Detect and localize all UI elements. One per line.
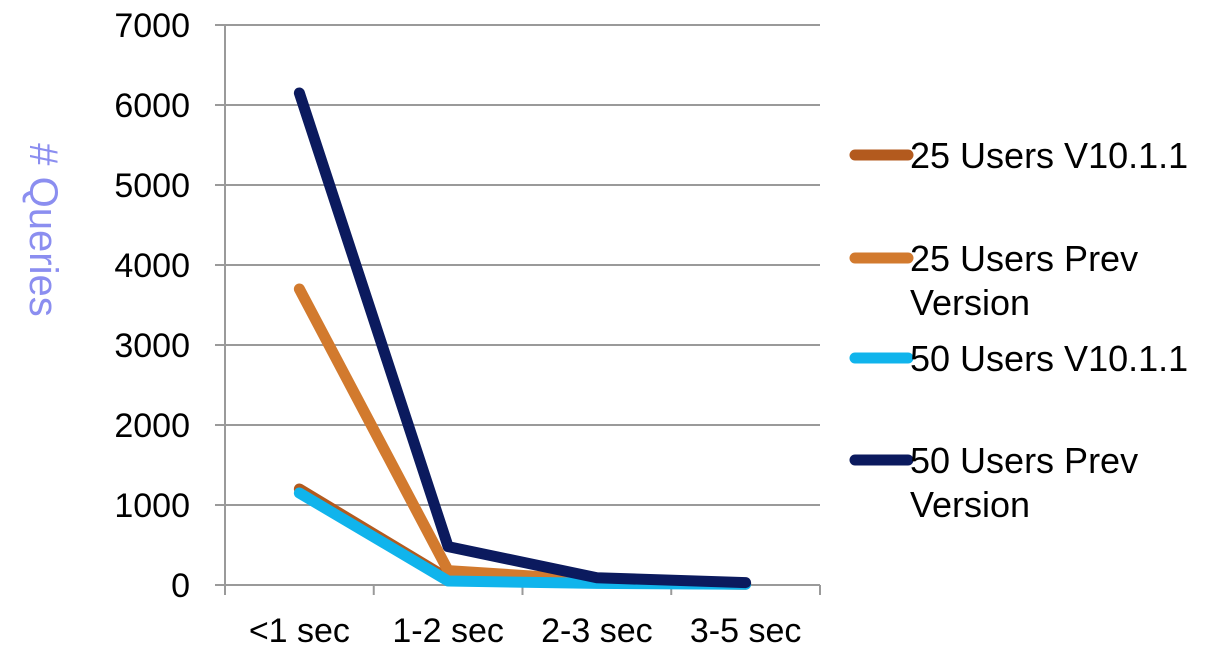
y-tick-label: 7000 [114,7,190,45]
y-tick-label: 2000 [114,407,190,445]
series-line-4 [293,87,752,589]
y-tick-label: 4000 [114,247,190,285]
legend: 25 Users V10.1.1 25 Users Prev Version 50 U… [849,135,1188,525]
y-tick-label: 0 [171,567,190,605]
y-tick-label: 3000 [114,327,190,365]
y-tick-label: 6000 [114,87,190,125]
x-tick-label: <1 sec [249,612,350,648]
x-tick-label: 1-2 sec [392,612,504,648]
series-lines [293,87,752,590]
series-line-2 [293,283,752,589]
x-tick-label: 3-5 sec [690,612,802,648]
y-axis-title: # Queries [21,143,65,316]
y-tick-label: 1000 [114,487,190,525]
y-tick-label: 5000 [114,167,190,205]
x-tick-labels: <1 sec 1-2 sec 2-3 sec 3-5 sec [249,612,802,648]
x-tick-label: 2-3 sec [541,612,653,648]
legend-label: 50 Users V10.1.1 [910,338,1188,379]
legend-label: 50 Users Prev Version [910,440,1138,525]
legend-label: 25 Users Prev Version [910,238,1138,323]
legend-label: 25 Users V10.1.1 [910,135,1188,176]
y-tick-labels: 0 1000 2000 3000 4000 5000 6000 7000 [114,7,190,605]
